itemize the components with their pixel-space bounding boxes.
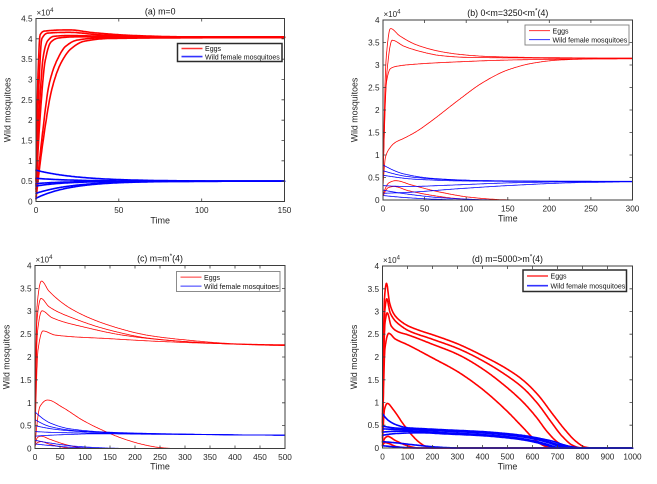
svg-text:150: 150 bbox=[278, 206, 292, 215]
svg-text:100: 100 bbox=[401, 453, 415, 462]
svg-text:1.5: 1.5 bbox=[21, 137, 33, 146]
svg-text:150: 150 bbox=[501, 205, 515, 214]
svg-text:Time: Time bbox=[498, 462, 518, 472]
svg-text:Wild mosquitoes: Wild mosquitoes bbox=[350, 77, 360, 142]
svg-text:0.5: 0.5 bbox=[21, 177, 33, 186]
svg-text:0: 0 bbox=[374, 444, 379, 453]
svg-text:50: 50 bbox=[55, 453, 65, 462]
svg-text:600: 600 bbox=[526, 453, 540, 462]
svg-text:50: 50 bbox=[114, 206, 124, 215]
svg-text:2: 2 bbox=[374, 353, 379, 362]
svg-text:4: 4 bbox=[374, 262, 379, 271]
svg-text:200: 200 bbox=[426, 453, 440, 462]
svg-text:Wild mosquitoes: Wild mosquitoes bbox=[2, 324, 12, 389]
svg-text:3: 3 bbox=[27, 307, 32, 316]
svg-text:0.5: 0.5 bbox=[20, 422, 32, 431]
svg-text:800: 800 bbox=[576, 453, 590, 462]
svg-text:0.5: 0.5 bbox=[368, 174, 380, 183]
svg-text:3: 3 bbox=[375, 61, 380, 70]
svg-text:Wild female mosquitoes: Wild female mosquitoes bbox=[204, 284, 279, 291]
svg-text:Eggs: Eggs bbox=[204, 275, 221, 282]
svg-text:Wild mosquitoes: Wild mosquitoes bbox=[349, 324, 359, 389]
svg-text:0: 0 bbox=[27, 445, 32, 454]
svg-text:4.5: 4.5 bbox=[21, 15, 33, 24]
svg-text:500: 500 bbox=[278, 453, 292, 462]
svg-text:2: 2 bbox=[27, 353, 32, 362]
svg-text:4: 4 bbox=[375, 16, 380, 25]
svg-text:400: 400 bbox=[476, 453, 490, 462]
svg-text:100: 100 bbox=[78, 453, 92, 462]
svg-text:100: 100 bbox=[195, 206, 209, 215]
svg-text:1.5: 1.5 bbox=[368, 129, 380, 138]
svg-text:4: 4 bbox=[27, 262, 32, 271]
svg-text:900: 900 bbox=[601, 453, 615, 462]
svg-text:3.5: 3.5 bbox=[20, 284, 32, 293]
svg-text:2.5: 2.5 bbox=[368, 330, 380, 339]
svg-text:1: 1 bbox=[28, 157, 33, 166]
svg-text:1.5: 1.5 bbox=[20, 376, 32, 385]
svg-text:3: 3 bbox=[374, 308, 379, 317]
svg-text:0: 0 bbox=[28, 198, 33, 207]
svg-text:3.5: 3.5 bbox=[21, 55, 33, 64]
svg-text:Wild female mosquitoes: Wild female mosquitoes bbox=[553, 37, 628, 44]
svg-text:100: 100 bbox=[459, 205, 473, 214]
svg-text:3.5: 3.5 bbox=[368, 39, 380, 48]
svg-text:450: 450 bbox=[253, 453, 267, 462]
svg-text:0: 0 bbox=[34, 206, 39, 215]
svg-text:×104: ×104 bbox=[37, 8, 55, 18]
svg-text:200: 200 bbox=[128, 453, 142, 462]
svg-text:2: 2 bbox=[28, 116, 33, 125]
svg-text:500: 500 bbox=[501, 453, 515, 462]
svg-text:0.5: 0.5 bbox=[368, 421, 380, 430]
svg-text:0: 0 bbox=[381, 205, 386, 214]
svg-text:Eggs: Eggs bbox=[553, 28, 570, 35]
svg-text:2.5: 2.5 bbox=[368, 84, 380, 93]
svg-text:350: 350 bbox=[203, 453, 217, 462]
svg-text:0: 0 bbox=[375, 196, 380, 205]
svg-text:(a) m=0: (a) m=0 bbox=[145, 7, 176, 17]
svg-text:0: 0 bbox=[380, 453, 385, 462]
svg-text:Time: Time bbox=[498, 214, 518, 224]
svg-text:250: 250 bbox=[153, 453, 167, 462]
svg-text:Wild mosquitoes: Wild mosquitoes bbox=[3, 77, 13, 142]
svg-text:300: 300 bbox=[178, 453, 192, 462]
svg-text:Time: Time bbox=[150, 215, 170, 225]
svg-text:50: 50 bbox=[420, 205, 430, 214]
svg-text:2.5: 2.5 bbox=[21, 96, 33, 105]
svg-text:×104: ×104 bbox=[36, 255, 54, 265]
svg-text:Wild female mosquitoes: Wild female mosquitoes bbox=[551, 283, 626, 290]
svg-text:2: 2 bbox=[375, 106, 380, 115]
svg-text:0: 0 bbox=[33, 453, 38, 462]
svg-text:3: 3 bbox=[28, 76, 33, 85]
svg-text:(c) m=m*(4): (c) m=m*(4) bbox=[137, 253, 183, 264]
svg-text:3.5: 3.5 bbox=[368, 285, 380, 294]
svg-text:2.5: 2.5 bbox=[20, 330, 32, 339]
svg-text:Eggs: Eggs bbox=[205, 46, 222, 53]
svg-text:1: 1 bbox=[27, 399, 32, 408]
svg-text:300: 300 bbox=[451, 453, 465, 462]
svg-text:1: 1 bbox=[375, 151, 380, 160]
svg-text:(d) m=5000>m*(4): (d) m=5000>m*(4) bbox=[472, 254, 543, 265]
svg-text:1000: 1000 bbox=[623, 453, 642, 462]
svg-text:400: 400 bbox=[228, 453, 242, 462]
svg-text:300: 300 bbox=[626, 205, 640, 214]
svg-text:150: 150 bbox=[103, 453, 117, 462]
svg-text:700: 700 bbox=[551, 453, 565, 462]
svg-text:250: 250 bbox=[584, 205, 598, 214]
svg-text:1: 1 bbox=[374, 399, 379, 408]
svg-text:Wild female mosquitoes: Wild female mosquitoes bbox=[205, 54, 280, 61]
svg-text:×104: ×104 bbox=[384, 10, 402, 20]
svg-text:(b) 0<m=3250<m*(4): (b) 0<m=3250<m*(4) bbox=[467, 8, 548, 19]
svg-text:4: 4 bbox=[28, 35, 33, 44]
svg-text:Time: Time bbox=[150, 462, 170, 472]
svg-text:Eggs: Eggs bbox=[551, 274, 568, 281]
svg-text:×104: ×104 bbox=[383, 256, 401, 266]
svg-text:200: 200 bbox=[542, 205, 556, 214]
svg-text:1.5: 1.5 bbox=[368, 376, 380, 385]
